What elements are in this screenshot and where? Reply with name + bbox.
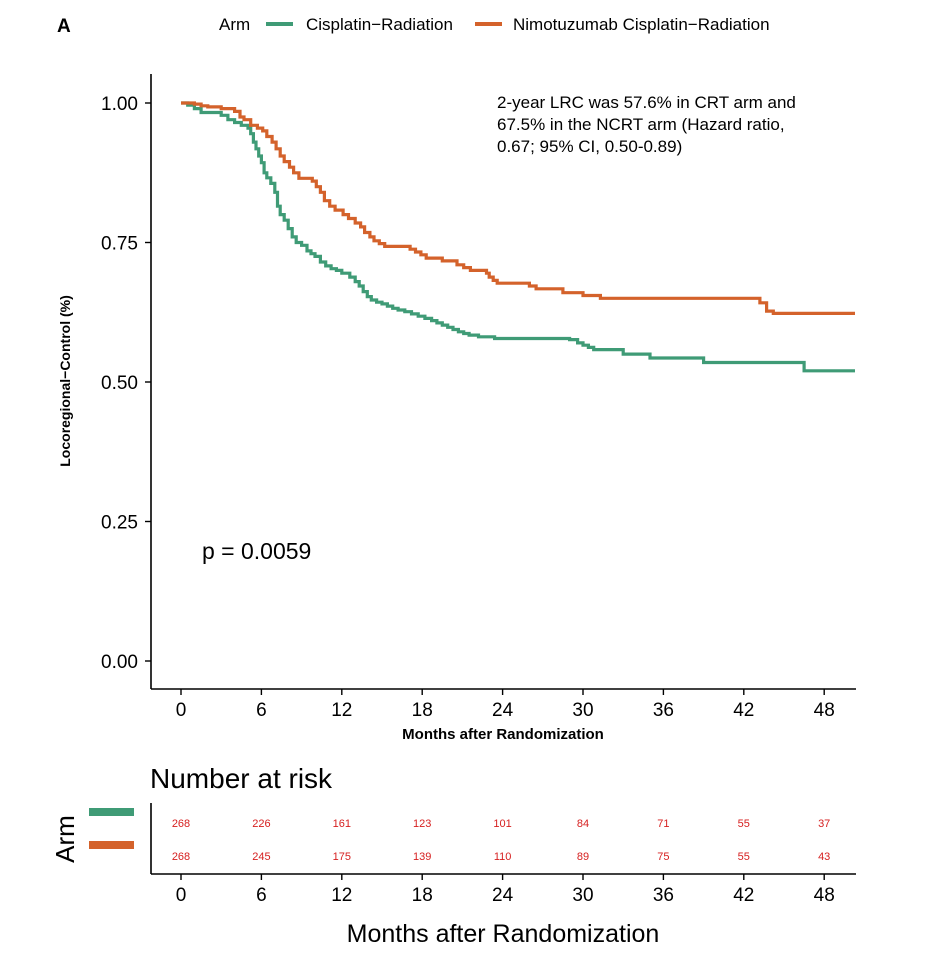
risk-x-tick-label: 12 <box>331 885 352 906</box>
risk-table-x-title: Months after Randomization <box>347 920 660 948</box>
risk-count: 123 <box>413 818 431 830</box>
x-tick-label: 36 <box>653 700 674 721</box>
risk-count: 226 <box>252 818 270 830</box>
km-curve-cisplatin-radiation <box>181 101 855 373</box>
risk-count: 139 <box>413 851 431 863</box>
risk-x-tick-label: 24 <box>492 885 514 906</box>
x-tick-label: 48 <box>814 700 835 721</box>
risk-values: 268 226 161 123 101 84 71 55 37 268 245 175 139 110 89… <box>172 818 831 863</box>
x-ticks: 0 6 12 18 24 30 36 42 48 <box>176 689 835 721</box>
y-ticks: 0.00 0.25 0.50 0.75 1.00 <box>101 94 151 673</box>
legend-title: Arm <box>219 15 250 34</box>
risk-count: 245 <box>252 851 270 863</box>
x-tick-label: 30 <box>572 700 593 721</box>
legend-label-cisplatin-radiation: Cisplatin−Radiation <box>306 15 453 34</box>
p-value-label: p = 0.0059 <box>202 538 311 564</box>
x-tick-label: 18 <box>412 700 433 721</box>
y-tick-label: 0.25 <box>101 513 138 534</box>
x-axis-title: Months after Randomization <box>402 726 604 743</box>
risk-count: 110 <box>494 851 512 863</box>
series-layer <box>181 101 855 373</box>
risk-count: 71 <box>657 818 669 830</box>
x-tick-label: 6 <box>256 700 267 721</box>
x-tick-label: 24 <box>492 700 514 721</box>
annotation-line: 67.5% in the NCRT arm (Hazard ratio, <box>497 115 785 134</box>
risk-count: 37 <box>818 818 830 830</box>
risk-count: 89 <box>577 851 589 863</box>
risk-x-tick-label: 30 <box>572 885 593 906</box>
risk-table-title: Number at risk <box>150 763 333 794</box>
x-tick-label: 12 <box>331 700 352 721</box>
legend-label-nimotuzumab-cisplatin-radiation: Nimotuzumab Cisplatin−Radiation <box>513 15 770 34</box>
x-tick-label: 42 <box>733 700 754 721</box>
risk-table: Number at risk Arm 268 226 161 123 101 84 71 55… <box>50 763 856 948</box>
risk-count: 55 <box>738 851 750 863</box>
risk-count: 268 <box>172 851 190 863</box>
risk-count: 161 <box>333 818 351 830</box>
risk-count: 43 <box>818 851 830 863</box>
risk-count: 75 <box>657 851 669 863</box>
risk-x-ticks: 0 6 12 18 24 30 36 42 48 <box>176 874 835 906</box>
risk-x-tick-label: 48 <box>814 885 835 906</box>
risk-x-tick-label: 36 <box>653 885 674 906</box>
risk-row-keys <box>89 808 134 849</box>
risk-x-tick-label: 6 <box>256 885 267 906</box>
y-axis-title: Locoregional−Control (%) <box>57 295 73 467</box>
risk-count: 84 <box>577 818 589 830</box>
risk-count: 101 <box>493 818 511 830</box>
panel-label: A <box>57 16 71 37</box>
legend: Arm Cisplatin−Radiation Nimotuzumab Cisp… <box>219 15 770 34</box>
y-tick-label: 1.00 <box>101 94 138 115</box>
y-tick-label: 0.75 <box>101 234 138 255</box>
risk-x-tick-label: 0 <box>176 885 187 906</box>
risk-x-tick-label: 42 <box>733 885 754 906</box>
risk-x-tick-label: 18 <box>412 885 433 906</box>
annotation-line: 0.67; 95% CI, 0.50-0.89) <box>497 137 683 156</box>
risk-count: 175 <box>333 851 351 863</box>
risk-table-y-title: Arm <box>50 815 80 863</box>
risk-count: 268 <box>172 818 190 830</box>
x-tick-label: 0 <box>176 700 187 721</box>
annotation-line: 2-year LRC was 57.6% in CRT arm and <box>497 93 796 112</box>
km-curve-nimotuzumab-cisplatin-radiation <box>181 101 855 315</box>
risk-count: 55 <box>738 818 750 830</box>
y-tick-label: 0.50 <box>101 373 138 394</box>
y-tick-label: 0.00 <box>101 652 138 673</box>
main-plot: 0.00 0.25 0.50 0.75 1.00 0 6 12 18 24 30 36 42 48 Lo… <box>57 74 856 743</box>
lrc-annotation: 2-year LRC was 57.6% in CRT arm and 67.5… <box>497 92 852 158</box>
